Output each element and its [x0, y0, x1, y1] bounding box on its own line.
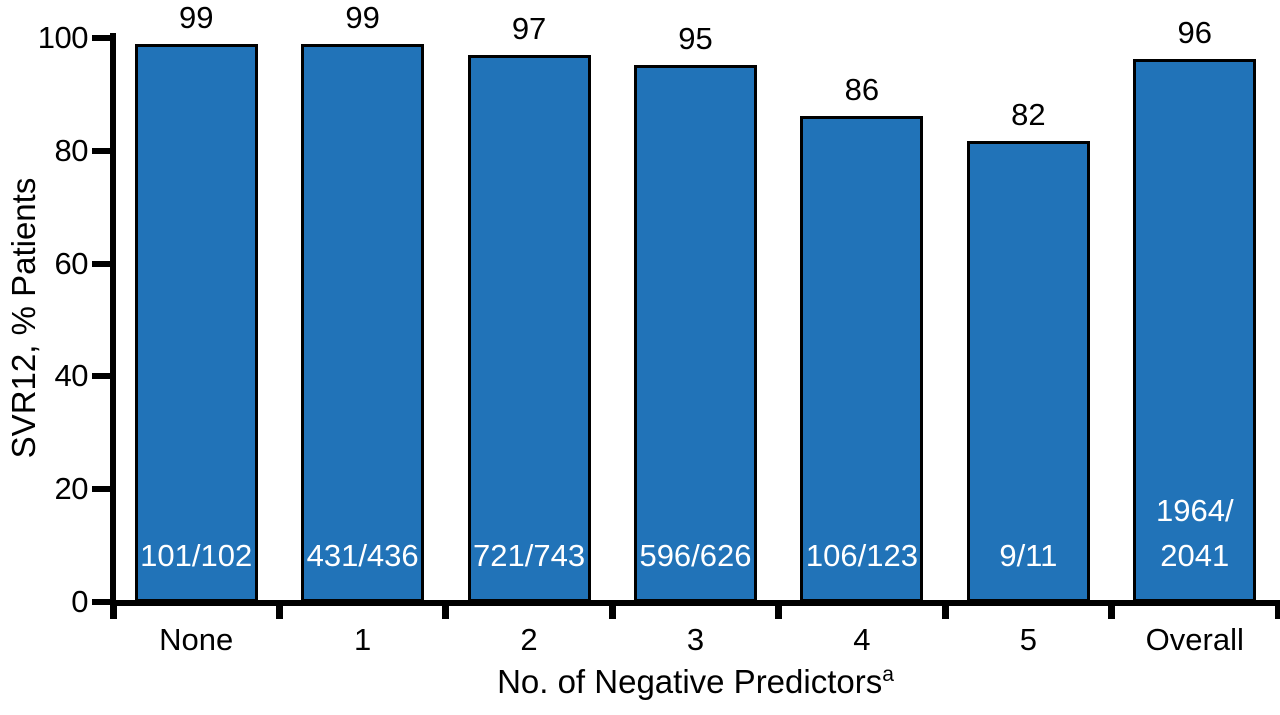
x-tick — [442, 600, 450, 619]
bar-value-label: 82 — [1011, 96, 1046, 132]
y-tick-label: 0 — [71, 584, 88, 619]
x-tick-label: Overall — [1145, 622, 1244, 657]
bar — [467, 54, 591, 602]
bar-value-label: 86 — [844, 71, 880, 107]
y-tick-label: 80 — [54, 132, 89, 168]
y-tick — [92, 486, 110, 493]
bar — [301, 44, 425, 602]
y-tick — [92, 373, 110, 380]
y-tick-label: 60 — [54, 245, 89, 281]
bar-fraction-label: 9/11 — [999, 538, 1058, 573]
y-tick-label: 20 — [54, 471, 89, 507]
bar-fraction-label: 431/436 — [306, 538, 419, 573]
x-tick — [608, 600, 616, 619]
y-axis-line — [110, 33, 116, 619]
y-tick-label: 40 — [54, 358, 89, 394]
bar — [966, 140, 1090, 602]
bar-value-label: 97 — [511, 10, 547, 46]
bar-fraction-label: 721/743 — [473, 538, 586, 573]
y-tick — [92, 35, 110, 41]
x-axis-title: No. of Negative Predictorsa — [113, 662, 1278, 702]
x-axis-title-superscript: a — [882, 663, 894, 686]
x-tick — [109, 600, 117, 619]
x-tick — [941, 600, 949, 619]
bar-value-label: 95 — [678, 21, 713, 57]
x-tick-label: None — [159, 622, 234, 657]
bar-value-label: 99 — [345, 0, 380, 36]
x-tick-label: 1 — [354, 622, 372, 657]
bar — [800, 115, 924, 602]
bar-fraction-label: 106/123 — [805, 538, 918, 573]
y-tick — [92, 599, 110, 605]
bar-fraction-label: 596/626 — [639, 538, 752, 573]
y-axis-title: SVR12, % Patients — [5, 177, 42, 459]
x-tick — [1108, 600, 1116, 619]
bar-fraction-label: 101/102 — [140, 538, 253, 573]
x-tick-label: 5 — [1019, 622, 1037, 657]
x-tick — [1274, 600, 1280, 619]
bar — [1133, 59, 1257, 602]
x-axis-title-text: No. of Negative Predictors — [497, 663, 883, 700]
x-tick-label: 4 — [853, 622, 871, 657]
bar — [634, 65, 757, 602]
bar — [134, 43, 258, 602]
y-tick — [92, 147, 110, 154]
x-tick — [275, 600, 283, 619]
y-tick — [92, 260, 110, 267]
x-tick-label: 2 — [520, 622, 538, 657]
bar-value-label: 99 — [178, 0, 214, 35]
bar-value-label: 96 — [1177, 15, 1213, 51]
bar-fraction-label: 1964/ 2041 — [1155, 493, 1234, 573]
x-tick-label: 3 — [686, 622, 705, 657]
x-tick — [775, 600, 783, 619]
x-axis-line — [110, 600, 1280, 606]
y-tick-label: 100 — [37, 20, 89, 55]
